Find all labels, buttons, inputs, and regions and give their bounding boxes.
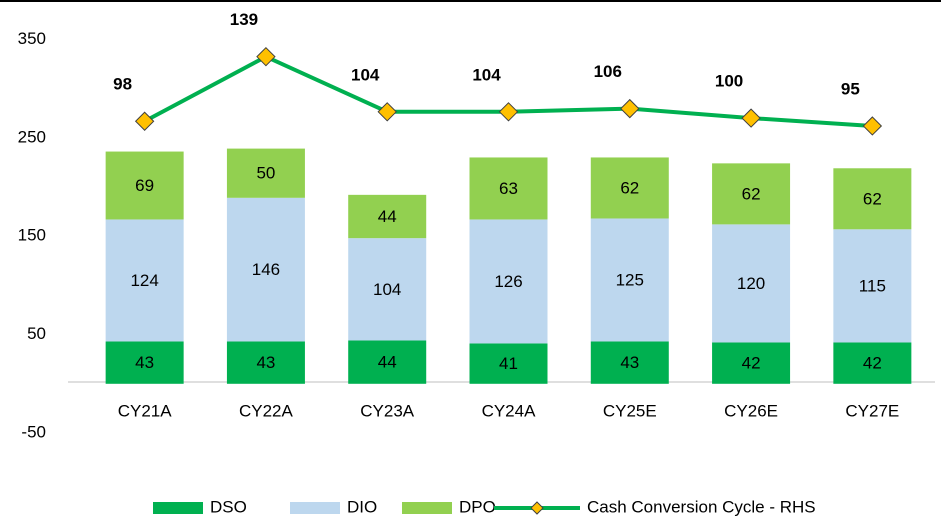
legend-label: DSO bbox=[210, 497, 247, 516]
data-label: 100 bbox=[715, 72, 743, 91]
bar-segment bbox=[469, 157, 548, 220]
data-label: 104 bbox=[373, 280, 401, 299]
bar-segment bbox=[226, 197, 305, 342]
y-tick-label: 50 bbox=[27, 324, 46, 343]
data-label: 41 bbox=[499, 354, 518, 373]
data-label: 95 bbox=[841, 79, 860, 98]
legend-marker bbox=[530, 501, 544, 515]
legend-swatch bbox=[290, 502, 340, 514]
data-label: 43 bbox=[620, 353, 639, 372]
y-tick-label: 250 bbox=[18, 127, 46, 146]
x-tick-label: CY23A bbox=[360, 401, 415, 420]
data-label: 44 bbox=[378, 207, 397, 226]
x-tick-label: CY27E bbox=[845, 401, 899, 420]
data-label: 62 bbox=[863, 189, 882, 208]
bar-segment bbox=[469, 219, 548, 344]
data-label: 104 bbox=[351, 65, 380, 84]
y-tick-label: 150 bbox=[18, 226, 46, 245]
bar-segment bbox=[348, 340, 427, 384]
x-tick-label: CY21A bbox=[118, 401, 173, 420]
bar-segment bbox=[833, 168, 912, 230]
line-marker bbox=[862, 116, 883, 136]
x-tick-label: CY24A bbox=[482, 401, 537, 420]
line-marker bbox=[741, 108, 761, 128]
data-label: 120 bbox=[737, 274, 765, 293]
bar-segment bbox=[348, 194, 427, 239]
line-marker bbox=[256, 46, 276, 67]
data-label: 124 bbox=[130, 271, 158, 290]
bar-segment bbox=[226, 148, 305, 198]
data-label: 62 bbox=[742, 184, 761, 203]
data-label: 63 bbox=[499, 179, 518, 198]
bar-segment bbox=[348, 238, 427, 341]
data-label: 146 bbox=[252, 260, 280, 279]
bar-segment bbox=[590, 341, 669, 384]
data-label: 126 bbox=[494, 272, 522, 291]
bar-segment bbox=[226, 341, 305, 384]
line-marker bbox=[498, 102, 519, 122]
y-tick-label: -50 bbox=[21, 422, 46, 441]
data-label: 50 bbox=[256, 164, 275, 183]
bar-segment bbox=[712, 163, 791, 225]
bar-segment bbox=[105, 341, 184, 384]
data-label: 125 bbox=[616, 270, 644, 289]
bar-segment bbox=[590, 157, 669, 219]
legend-label: DIO bbox=[347, 497, 377, 516]
line-marker bbox=[620, 98, 640, 119]
line-marker bbox=[134, 111, 155, 131]
data-label: 42 bbox=[742, 354, 761, 373]
data-label: 104 bbox=[472, 65, 501, 84]
data-label: 44 bbox=[378, 353, 397, 372]
bar-segment bbox=[833, 342, 912, 384]
y-tick-label: 350 bbox=[18, 29, 46, 48]
line-marker bbox=[377, 102, 397, 122]
legend-swatch bbox=[153, 502, 203, 514]
legend-label: Cash Conversion Cycle - RHS bbox=[587, 497, 816, 516]
data-label: 98 bbox=[113, 75, 132, 94]
legend-label: DPO bbox=[459, 497, 496, 516]
bar-segment bbox=[469, 343, 548, 384]
x-tick-label: CY26E bbox=[724, 401, 778, 420]
bar-segment bbox=[833, 229, 912, 343]
bar-segment bbox=[105, 219, 184, 342]
data-label: 42 bbox=[863, 354, 882, 373]
data-label: 69 bbox=[135, 176, 154, 195]
data-label: 139 bbox=[230, 10, 258, 29]
data-label: 62 bbox=[620, 178, 639, 197]
bar-segment bbox=[590, 218, 669, 342]
data-label: 43 bbox=[256, 353, 275, 372]
x-tick-label: CY25E bbox=[603, 401, 657, 420]
bar-segment bbox=[712, 224, 791, 343]
data-label: 43 bbox=[135, 353, 154, 372]
x-tick-label: CY22A bbox=[239, 401, 294, 420]
legend-swatch bbox=[402, 502, 452, 514]
data-label: 115 bbox=[859, 276, 886, 295]
bar-segment bbox=[712, 342, 791, 384]
data-label: 106 bbox=[594, 62, 622, 81]
bar-segment bbox=[105, 151, 184, 220]
